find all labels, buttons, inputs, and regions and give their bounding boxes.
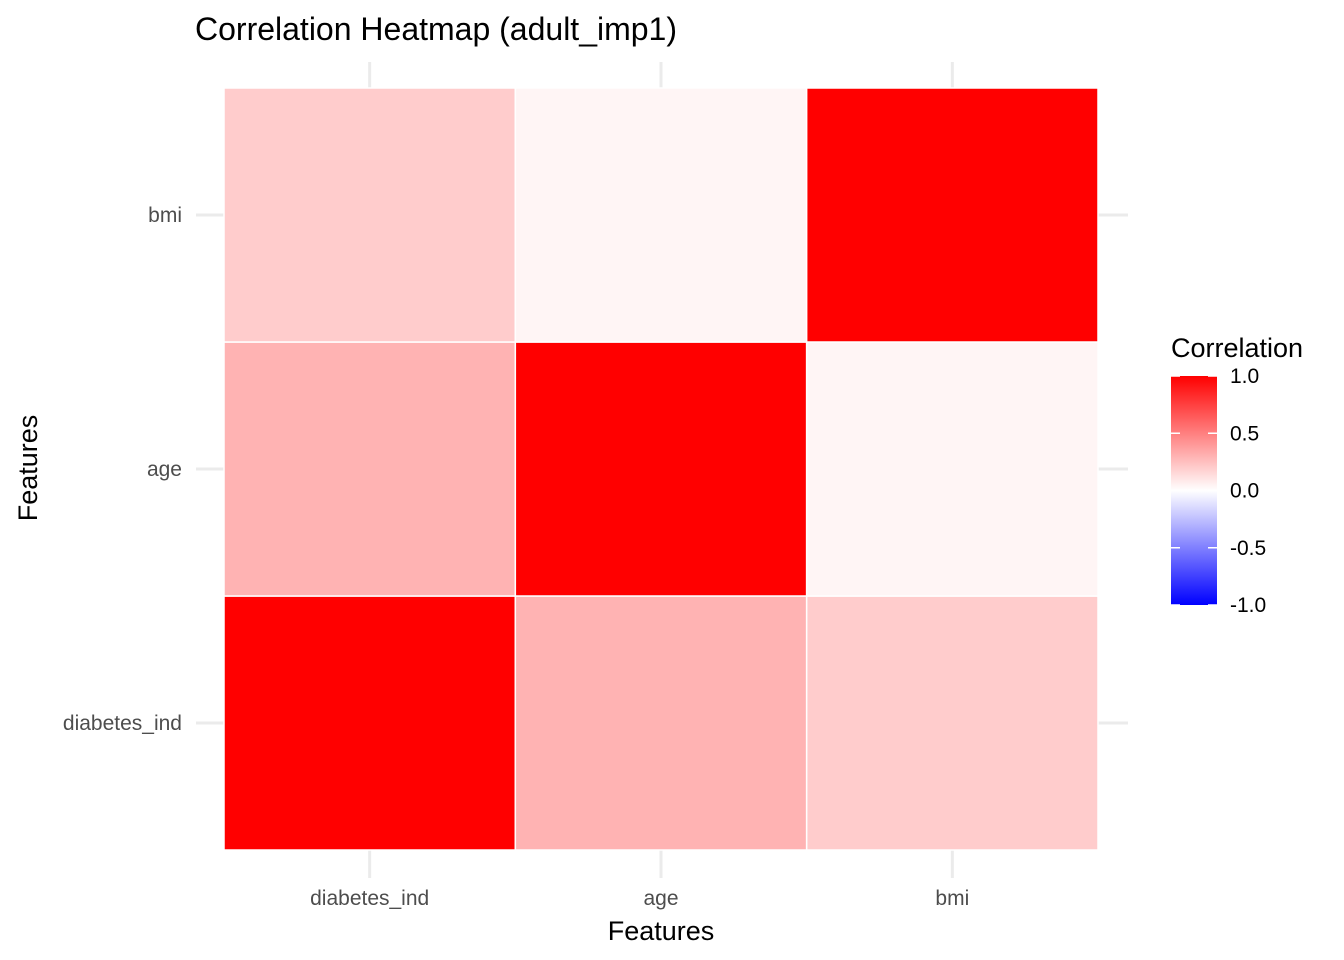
heatmap-tiles xyxy=(223,87,1099,851)
legend-label-1: 0.5 xyxy=(1230,422,1259,445)
y-axis-title: Features xyxy=(13,415,43,522)
x-tick-label-diabetes_ind: diabetes_ind xyxy=(310,887,429,910)
tile-diabetes_ind-age xyxy=(223,341,517,597)
y-tick-label-diabetes_ind: diabetes_ind xyxy=(63,712,182,735)
y-tick-label-bmi: bmi xyxy=(148,204,182,227)
legend-label-3: -0.5 xyxy=(1230,537,1266,560)
x-tick-label-age: age xyxy=(643,887,678,910)
tile-bmi-diabetes_ind xyxy=(805,595,1099,851)
tile-age-diabetes_ind xyxy=(514,595,808,851)
x-tick-label-bmi: bmi xyxy=(935,887,969,910)
color-legend: Correlation 1.0 0.5 0.0 -0.5 -1.0 xyxy=(1171,333,1303,617)
y-tick-label-age: age xyxy=(147,458,182,481)
legend-label-2: 0.0 xyxy=(1230,480,1259,503)
tile-bmi-bmi xyxy=(805,87,1099,343)
tile-age-age xyxy=(514,341,808,597)
tile-age-bmi xyxy=(514,87,808,343)
legend-title: Correlation xyxy=(1171,333,1303,363)
legend-ticks: 1.0 0.5 0.0 -0.5 -1.0 xyxy=(1171,365,1266,617)
tile-diabetes_ind-bmi xyxy=(223,87,517,343)
legend-label-4: -1.0 xyxy=(1230,594,1266,617)
chart-title: Correlation Heatmap (adult_imp1) xyxy=(195,11,677,47)
tile-diabetes_ind-diabetes_ind xyxy=(223,595,517,851)
legend-label-0: 1.0 xyxy=(1230,365,1259,388)
x-axis-title: Features xyxy=(608,916,715,946)
tile-bmi-age xyxy=(805,341,1099,597)
